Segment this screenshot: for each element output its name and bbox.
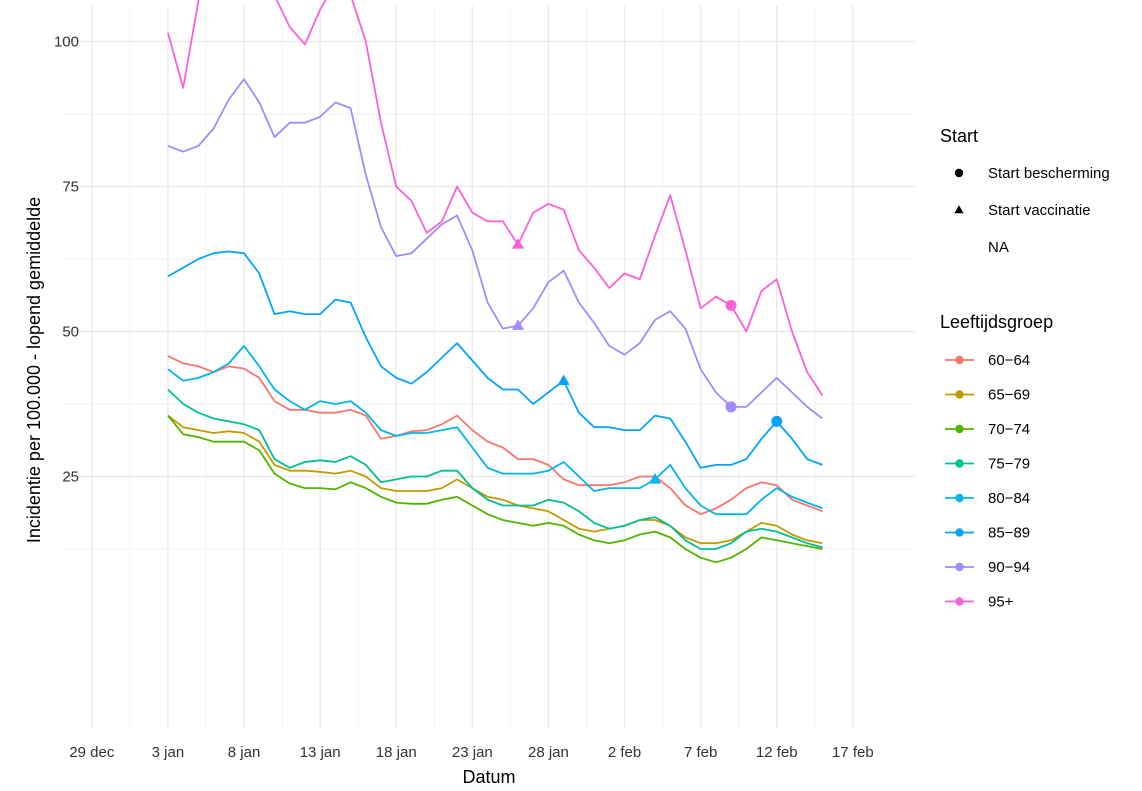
triangle-marker	[511, 238, 525, 249]
y-tick-label: 50	[62, 324, 79, 341]
circle-marker	[771, 415, 783, 427]
x-axis-title: Datum	[462, 767, 515, 787]
series-line-60−64	[167, 355, 823, 516]
legend-label: 95+	[988, 594, 1014, 611]
legend-key-dot	[955, 597, 964, 606]
legend-shape-label: NA	[988, 239, 1009, 256]
legend-start-title: Start	[940, 126, 978, 146]
x-axis-ticks: 29 dec 3 jan 8 jan 13 jan 18 jan 23 jan 28 jan…	[69, 744, 873, 761]
y-tick-label: 100	[54, 34, 79, 51]
x-tick-label: 2 feb	[608, 744, 641, 761]
x-tick-label: 13 jan	[300, 744, 341, 761]
legend-triangle-icon	[954, 205, 964, 214]
x-tick-label: 7 feb	[684, 744, 717, 761]
series-line-70−74	[167, 415, 823, 564]
x-tick-label: 3 jan	[152, 744, 185, 761]
x-tick-label: 28 jan	[528, 744, 569, 761]
y-axis-title: Incidentie per 100.000 - lopend gemiddel…	[24, 197, 44, 543]
legend-label: 65−69	[988, 387, 1030, 404]
circle-marker	[725, 401, 737, 413]
y-tick-label: 25	[62, 469, 79, 486]
circle-marker	[725, 299, 737, 311]
legend-age-group-title: Leeftijdsgroep	[940, 312, 1053, 332]
legend-shape-label: Start bescherming	[988, 165, 1110, 182]
legend-label: 80−84	[988, 490, 1030, 507]
legend-label: 70−74	[988, 421, 1030, 438]
triangle-marker	[648, 473, 662, 484]
grid-minor-lines	[62, 6, 915, 728]
triangle-marker	[557, 374, 570, 385]
x-tick-label: 23 jan	[452, 744, 493, 761]
legend-key-dot	[955, 562, 964, 572]
legend-label: 90−94	[988, 559, 1030, 576]
legend-key-dot	[955, 459, 964, 468]
grid-major-lines	[62, 6, 915, 728]
series-line-65−69	[167, 414, 823, 545]
start-markers	[511, 238, 783, 484]
x-tick-label: 18 jan	[376, 744, 417, 761]
legend-circle-icon	[954, 168, 964, 178]
legend-key-dot	[955, 424, 964, 434]
legend-key-dot	[955, 355, 964, 365]
series-line-75−79	[167, 388, 823, 550]
legend-shape-label: Start vaccinatie	[988, 202, 1091, 219]
legend-key-dot	[955, 390, 964, 399]
series-line-95+	[167, 0, 824, 396]
series-line-90−94	[167, 78, 823, 420]
legend-start: Start Start bescherming Start vaccinatie N…	[940, 126, 1110, 256]
series-lines	[167, 0, 824, 564]
legend-key-dot	[955, 493, 964, 503]
x-tick-label: 12 feb	[756, 744, 798, 761]
series-line-80−84	[167, 345, 823, 516]
y-tick-label: 75	[62, 179, 79, 196]
legend-age-group: Leeftijdsgroep 60−64 65−69 70−74 75−79 80−84…	[940, 312, 1053, 611]
legend-label: 75−79	[988, 456, 1030, 473]
legend-key-dot	[955, 528, 964, 537]
triangle-marker	[511, 319, 525, 330]
series-line-85−89	[167, 250, 823, 469]
legend-label: 60−64	[988, 352, 1030, 369]
x-tick-label: 8 jan	[228, 744, 261, 761]
legend-label: 85−89	[988, 525, 1030, 542]
x-tick-label: 17 feb	[832, 744, 874, 761]
y-axis-ticks: 255075100125	[54, 34, 79, 486]
x-tick-label: 29 dec	[69, 744, 115, 761]
